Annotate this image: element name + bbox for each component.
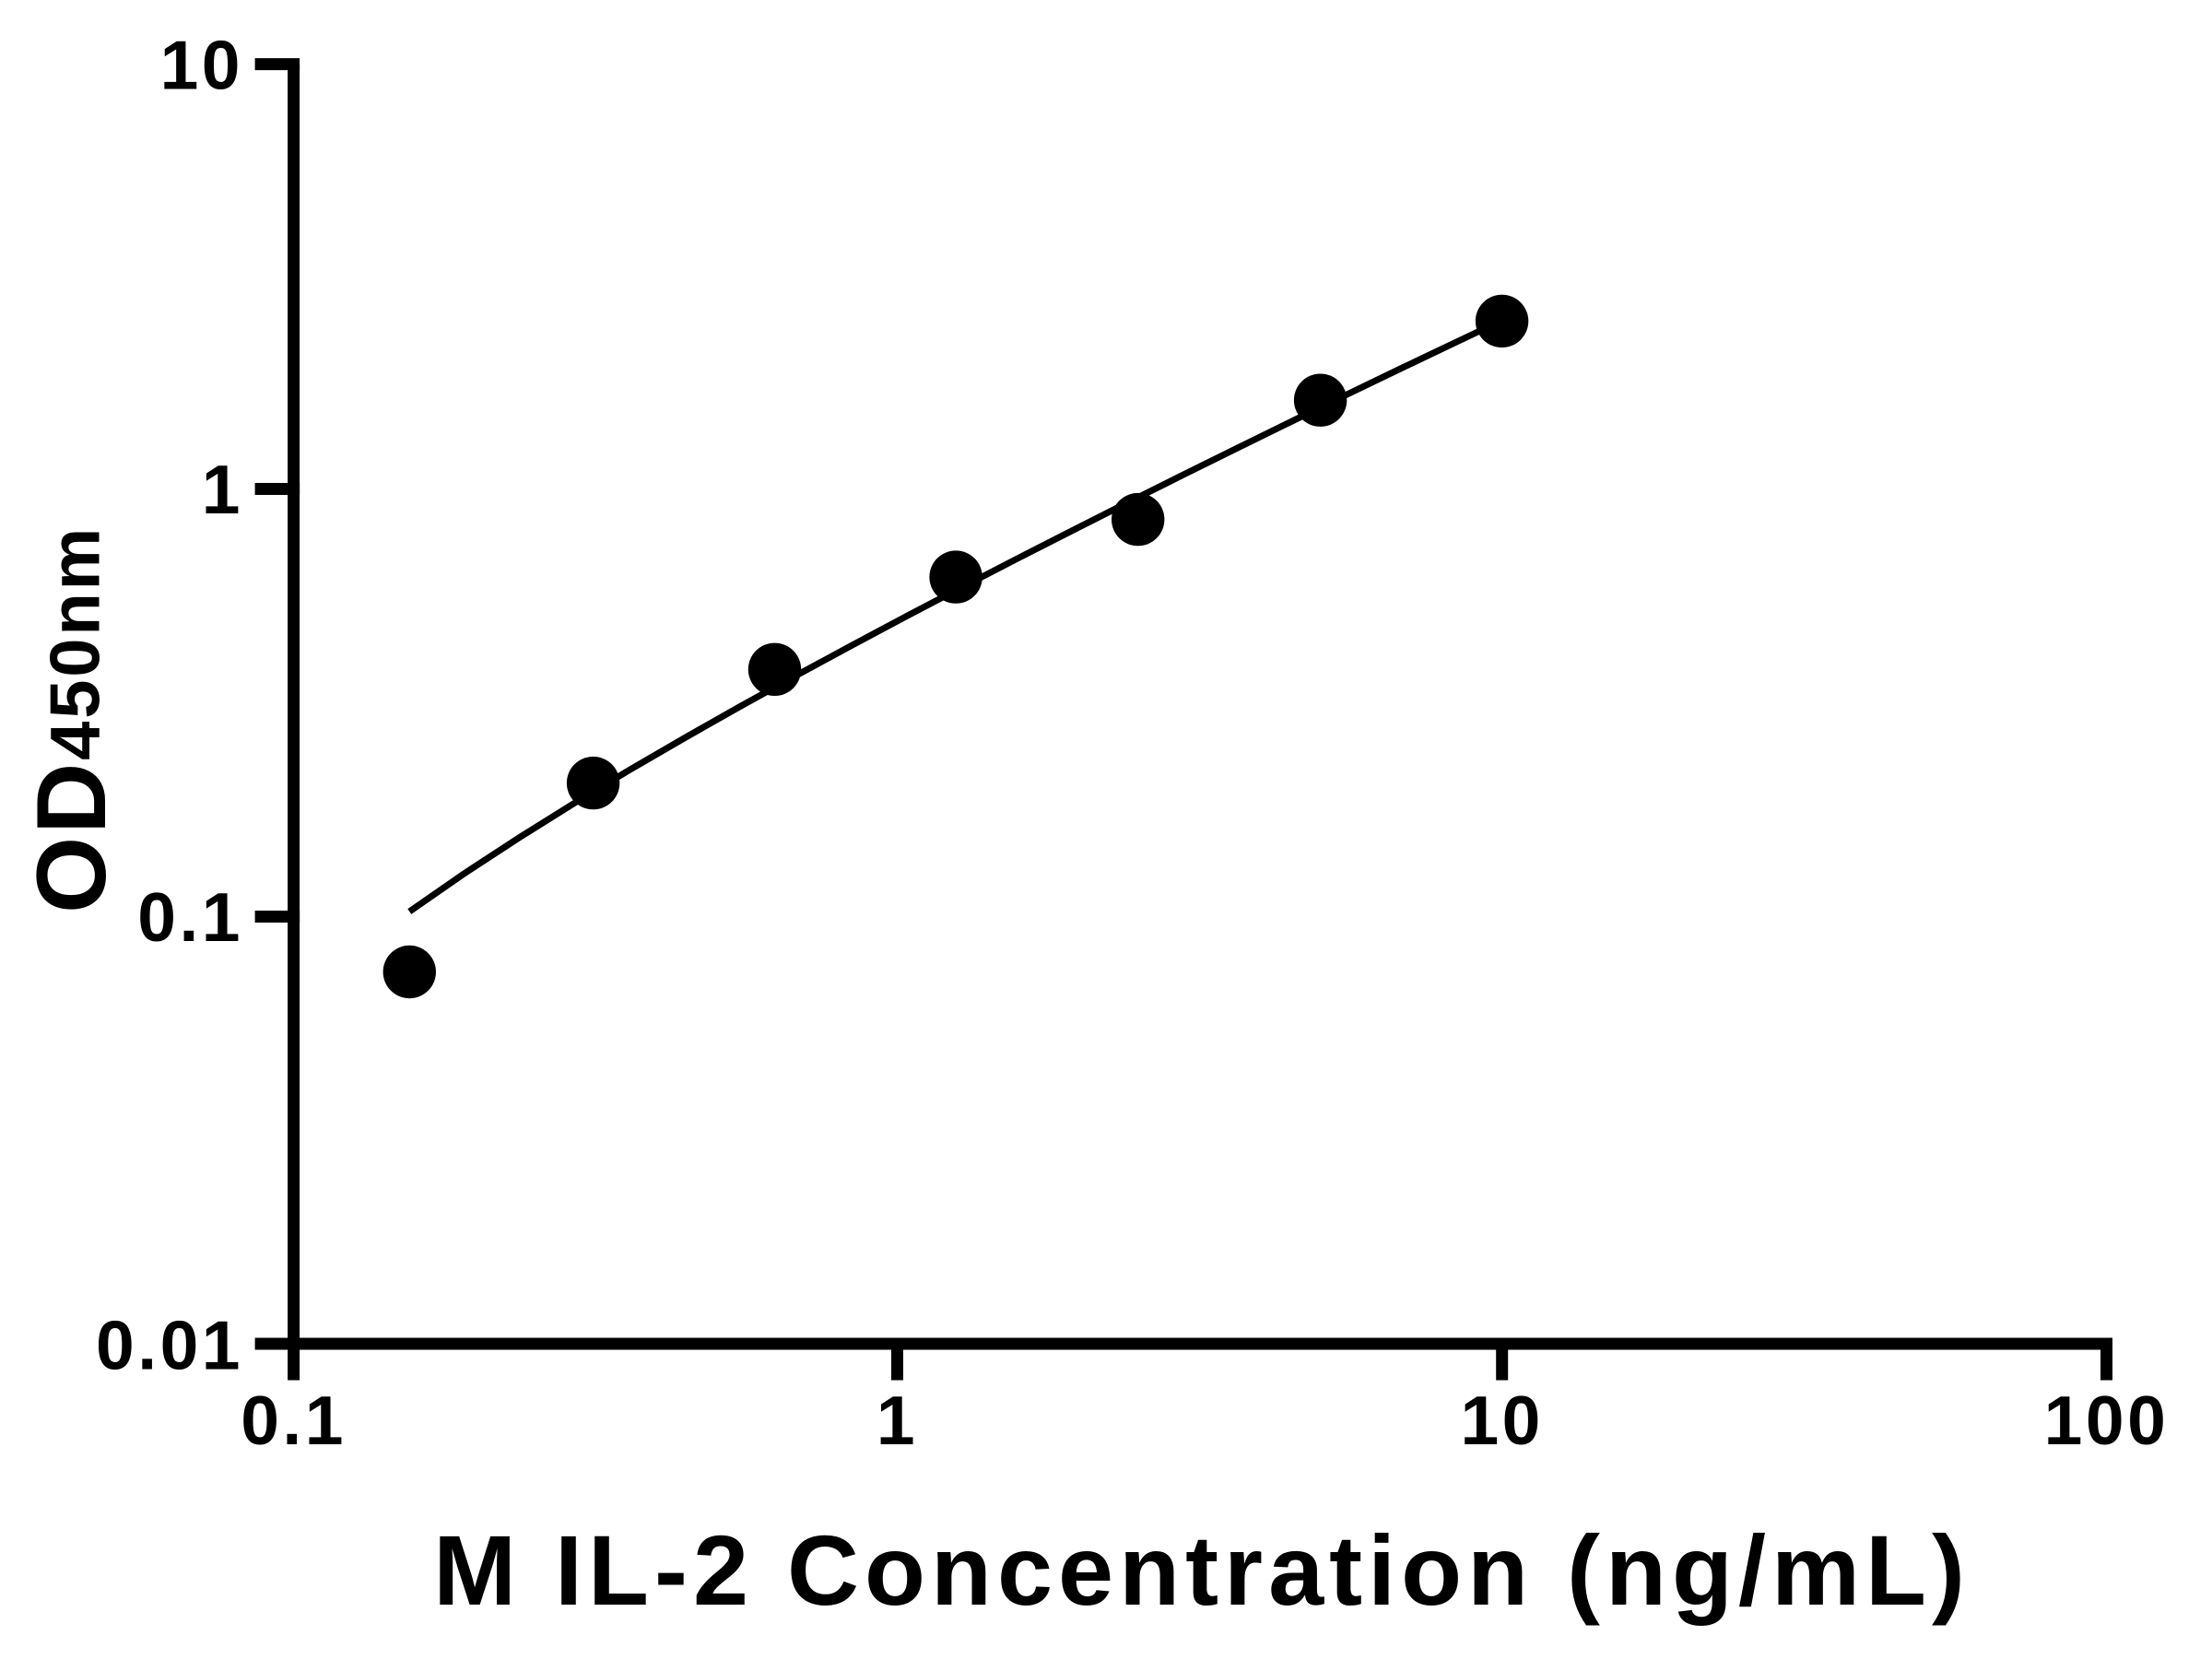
svg-text:100: 100 <box>2044 1382 2170 1459</box>
svg-text:1: 1 <box>202 451 243 528</box>
svg-text:0.01: 0.01 <box>96 1307 243 1384</box>
svg-text:M IL-2 Concentration (ng/mL): M IL-2 Concentration (ng/mL) <box>433 1514 1971 1626</box>
svg-text:1: 1 <box>877 1382 918 1459</box>
svg-text:0.1: 0.1 <box>137 878 243 956</box>
svg-text:10: 10 <box>160 27 243 104</box>
svg-text:0.1: 0.1 <box>241 1382 347 1459</box>
svg-text:10: 10 <box>1460 1382 1543 1459</box>
